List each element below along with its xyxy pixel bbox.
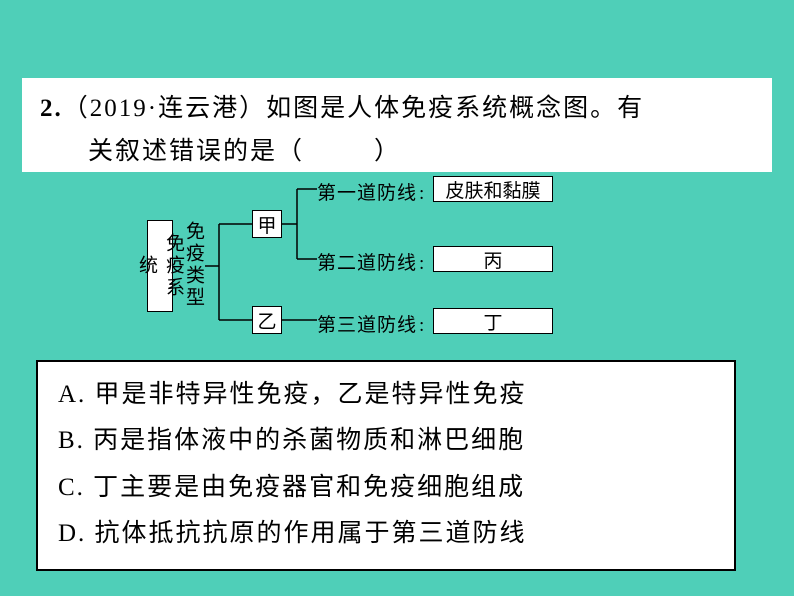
question-source: （2019·连云港） — [63, 95, 266, 122]
choices-panel: A. 甲是非特异性免疫，乙是特异性免疫 B. 丙是指体液中的杀菌物质和淋巴细胞 … — [36, 360, 736, 571]
question-stem-2: 关叙述错误的是（ — [88, 138, 304, 165]
choice-b: B. 丙是指体液中的杀菌物质和淋巴细胞 — [58, 418, 714, 464]
question-stem-2-end: ） — [374, 138, 401, 165]
choice-d: D. 抗体抵抗抗原的作用属于第三道防线 — [58, 511, 714, 557]
question-line-2: 关叙述错误的是（ ） — [40, 131, 754, 174]
choice-c: C. 丁主要是由免疫器官和免疫细胞组成 — [58, 465, 714, 511]
diagram-connectors — [147, 178, 667, 348]
diagram-area: 免疫系统 免疫类型 甲 乙 第一道防线: 皮肤和黏膜 第二道防线: 丙 第三道防… — [22, 172, 772, 352]
choice-a: A. 甲是非特异性免疫，乙是特异性免疫 — [58, 372, 714, 418]
question-number: 2. — [40, 95, 63, 122]
diagram: 免疫系统 免疫类型 甲 乙 第一道防线: 皮肤和黏膜 第二道防线: 丙 第三道防… — [147, 178, 667, 346]
question-line-1: 2.（2019·连云港）如图是人体免疫系统概念图。有 — [40, 88, 754, 131]
question-panel: 2.（2019·连云港）如图是人体免疫系统概念图。有 关叙述错误的是（ ） — [22, 78, 772, 179]
question-stem-1: 如图是人体免疫系统概念图。有 — [266, 95, 644, 122]
